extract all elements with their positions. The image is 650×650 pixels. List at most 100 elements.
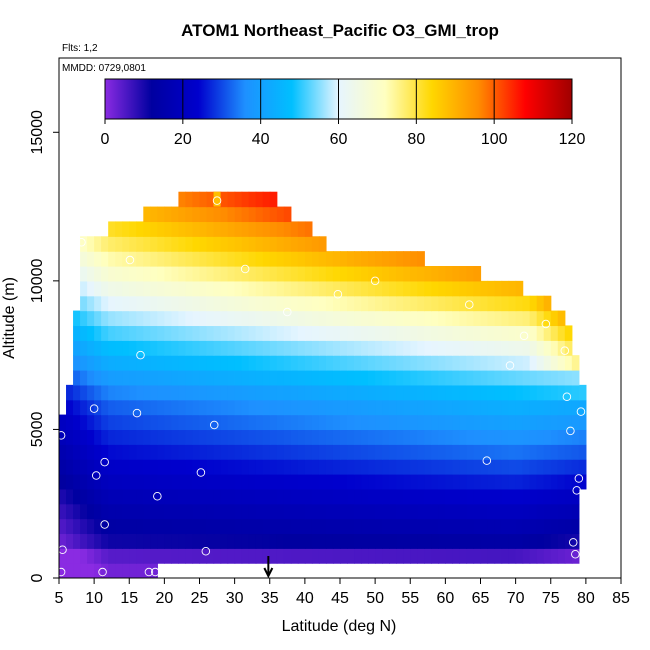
- heatmap-cell: [269, 548, 278, 564]
- heatmap-cell: [87, 295, 95, 312]
- heatmap-cell: [515, 459, 524, 475]
- heatmap-cell: [143, 384, 151, 401]
- heatmap-cell: [529, 429, 538, 445]
- heatmap-cell: [122, 533, 130, 549]
- heatmap-cell: [508, 459, 517, 475]
- heatmap-cell: [368, 280, 376, 297]
- heatmap-cell: [445, 280, 453, 297]
- heatmap-cell: [241, 548, 250, 564]
- heatmap-cell: [80, 355, 88, 371]
- heatmap-cell: [382, 325, 390, 341]
- heatmap-cell: [417, 518, 425, 535]
- heatmap-cell: [508, 370, 517, 386]
- flight-point: [482, 456, 492, 465]
- heatmap-cell: [108, 548, 116, 564]
- heatmap-cell: [571, 399, 580, 416]
- heatmap-cell: [304, 399, 313, 416]
- heatmap-cell: [241, 533, 250, 549]
- heatmap-cell: [129, 310, 137, 327]
- heatmap-cell: [417, 548, 425, 564]
- heatmap-cell: [255, 370, 264, 386]
- heatmap-cell: [543, 533, 552, 549]
- heatmap-cell: [508, 399, 517, 416]
- heatmap-cell: [410, 503, 418, 520]
- heatmap-cell: [248, 340, 257, 356]
- heatmap-cell: [508, 384, 517, 401]
- heatmap-cell: [178, 251, 187, 267]
- heatmap-cell: [515, 399, 524, 416]
- heatmap-cell: [143, 251, 151, 267]
- heatmap-cell: [101, 444, 109, 460]
- heatmap-cell: [101, 236, 109, 252]
- heatmap-cell: [80, 236, 88, 252]
- heatmap-cell: [213, 340, 222, 356]
- heatmap-cell: [389, 518, 397, 535]
- heatmap-cell: [178, 444, 187, 460]
- heatmap-cell: [431, 503, 439, 520]
- heatmap-cell: [445, 533, 453, 549]
- heatmap-cell: [283, 310, 292, 327]
- heatmap-cell: [536, 399, 545, 416]
- heatmap-cell: [129, 518, 137, 535]
- heatmap-cell: [199, 236, 208, 252]
- heatmap-cell: [94, 563, 102, 578]
- heatmap-cell: [73, 310, 81, 327]
- heatmap-cell: [157, 459, 165, 475]
- heatmap-cell: [571, 384, 580, 401]
- heatmap-cell: [424, 340, 432, 356]
- heatmap-cell: [178, 236, 187, 252]
- heatmap-cell: [234, 266, 243, 282]
- heatmap-cell: [318, 355, 327, 371]
- heatmap-cell: [248, 251, 257, 267]
- heatmap-cell: [171, 310, 180, 327]
- heatmap-cell: [354, 384, 362, 401]
- heatmap-cell: [311, 429, 320, 445]
- heatmap-cell: [396, 325, 404, 341]
- heatmap-cell: [185, 310, 194, 327]
- heatmap-cell: [276, 459, 285, 475]
- heatmap-cell: [171, 399, 180, 416]
- heatmap-cell: [255, 548, 264, 564]
- heatmap-cell: [396, 533, 404, 549]
- heatmap-cell: [438, 533, 446, 549]
- heatmap-cell: [80, 370, 88, 386]
- heatmap-cell: [80, 459, 88, 475]
- heatmap-cell: [389, 444, 397, 460]
- colorbar-tick-label: 0: [101, 131, 110, 148]
- heatmap-cell: [122, 384, 130, 401]
- heatmap-cell: [94, 355, 102, 371]
- heatmap-cell: [354, 251, 362, 267]
- y-tick-label: 5000: [29, 412, 46, 448]
- heatmap-cell: [241, 310, 250, 327]
- heatmap-cell: [73, 563, 81, 578]
- heatmap-cell: [297, 399, 306, 416]
- heatmap-cell: [466, 518, 475, 535]
- heatmap-cell: [136, 266, 144, 282]
- heatmap-cell: [354, 266, 362, 282]
- heatmap-cell: [501, 355, 510, 371]
- heatmap-cell: [269, 295, 278, 312]
- heatmap-cell: [206, 429, 215, 445]
- heatmap-cell: [241, 488, 250, 505]
- heatmap-cell: [382, 251, 390, 267]
- heatmap-cell: [129, 266, 137, 282]
- heatmap-cell: [241, 384, 250, 401]
- heatmap-cell: [206, 280, 215, 297]
- heatmap-cell: [220, 325, 229, 341]
- heatmap-cell: [241, 251, 250, 267]
- heatmap-cell: [368, 488, 376, 505]
- heatmap-cell: [220, 444, 229, 460]
- heatmap-cell: [290, 459, 299, 475]
- heatmap-cell: [438, 325, 446, 341]
- heatmap-cell: [396, 340, 404, 356]
- heatmap-cell: [136, 280, 144, 297]
- heatmap-cell: [557, 488, 566, 505]
- heatmap-cell: [340, 384, 348, 401]
- heatmap-cell: [389, 325, 397, 341]
- heatmap-cell: [206, 295, 215, 312]
- heatmap-cell: [94, 325, 102, 341]
- heatmap-cell: [283, 548, 292, 564]
- heatmap-cell: [543, 488, 552, 505]
- heatmap-cell: [213, 206, 222, 223]
- heatmap-cell: [199, 488, 208, 505]
